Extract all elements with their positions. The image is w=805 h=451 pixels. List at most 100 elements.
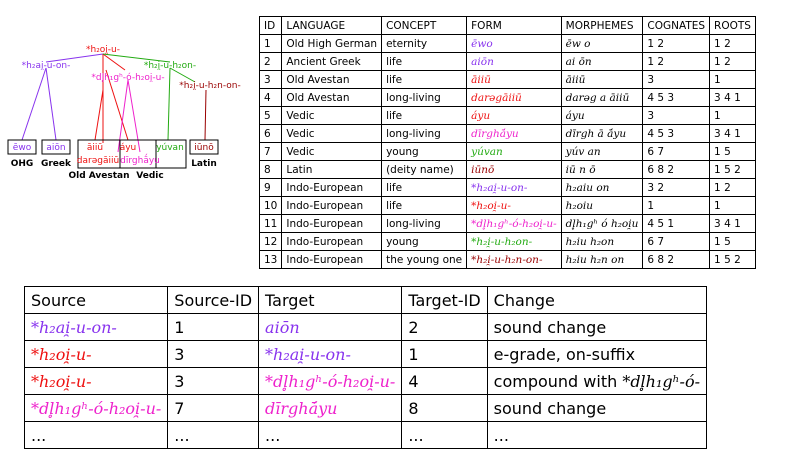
cell-concept: life: [381, 196, 468, 215]
cell-cognates: 4 5 3: [642, 124, 711, 143]
tree-leaf-darega: darəgāiiū: [77, 156, 119, 166]
cell-form: *h₂ai̯-u-on-: [466, 178, 562, 197]
tree-leaf-iuno: iūnō: [194, 143, 214, 153]
cell-morphemes: āiiū: [560, 70, 644, 89]
cell-id: 1: [258, 34, 283, 53]
cell-target-id: 2: [401, 313, 488, 341]
cell-target: *h₂ai̯-u-on-: [258, 340, 403, 368]
cell-source-id: 1: [167, 313, 260, 341]
etymology-tree: *h₂oi̯-u- *h₂ai̯-u-on- *dl̥h₁gʰ-ó-h₂oi̯-u-…: [7, 45, 241, 181]
cell-target-id: 4: [401, 367, 488, 395]
cell-id: 4: [258, 88, 283, 107]
cell-form: áyu: [466, 106, 562, 125]
cell-language: Indo-European: [281, 214, 383, 233]
tree-leaf-yuvan: yúvan: [156, 143, 184, 153]
cell-language: Vedic: [281, 124, 383, 143]
cell-roots: 1: [709, 196, 756, 215]
cell-roots: 3 4 1: [709, 214, 756, 233]
cell-form: iūnō: [466, 160, 562, 179]
tree-leaf-ewo: ēwo: [13, 143, 32, 153]
cell-roots: 1 2: [709, 34, 756, 53]
cell-form: āiiū: [466, 70, 562, 89]
forms-table-header: ID LANGUAGE CONCEPT FORM MORPHEMES COGNATES RO…: [258, 16, 756, 35]
cell-change: e-grade, on-suffix: [486, 340, 708, 368]
cell-morphemes: dl̥h₁gʰ ó h₂oi̯u: [560, 214, 644, 233]
cell-form: ēwo: [466, 34, 562, 53]
cell-morphemes: ēw o: [560, 34, 644, 53]
cell-source: *h₂oi̯-u-: [23, 340, 169, 368]
cell-language: Latin: [281, 160, 383, 179]
table-row: 6 Vedic long-living dīrghā́yu dīrgh ā ā́yu 4 …: [258, 124, 756, 143]
tree-node-root: *h₂oi̯-u-: [86, 45, 120, 55]
table-row: *h₂oi̯-u- 3 *dl̥h₁gʰ-ó-h₂oi̯-u- 4 compound w…: [23, 367, 708, 395]
cell-language: Indo-European: [281, 196, 383, 215]
cell-roots: 1 5 2: [709, 250, 756, 269]
cell-id: 12: [258, 232, 283, 251]
cell-language: Vedic: [281, 142, 383, 161]
cell-form: dīrghā́yu: [466, 124, 562, 143]
table-row: 3 Old Avestan life āiiū āiiū 3 1: [258, 70, 756, 89]
cell-concept: life: [381, 70, 468, 89]
tree-language-label: Old Avestan: [68, 171, 129, 181]
forms-header-cell: LANGUAGE: [281, 16, 383, 35]
cell-id: 9: [258, 178, 283, 197]
cell-cognates: 1 2: [642, 34, 711, 53]
cell-morphemes: áyu: [560, 106, 644, 125]
cell-form: yúvan: [466, 142, 562, 161]
cell-language: Indo-European: [281, 178, 383, 197]
cell-concept: long-living: [381, 88, 468, 107]
cell-morphemes: dīrgh ā ā́yu: [560, 124, 644, 143]
tree-leaf-boxes: [7, 139, 219, 169]
table-row: 5 Vedic life áyu áyu 3 1: [258, 106, 756, 125]
forms-header-cell: ID: [258, 16, 283, 35]
cell-target-id: 8: [401, 394, 488, 422]
cell-form: darəgāiiū: [466, 88, 562, 107]
cell-source: *dl̥h₁gʰ-ó-h₂oi̯-u-: [23, 394, 169, 422]
cell-source: *h₂ai̯-u-on-: [23, 313, 169, 341]
forms-table: ID LANGUAGE CONCEPT FORM MORPHEMES COGNATES RO…: [258, 16, 756, 269]
table-row: *h₂ai̯-u-on- 1 aiōn 2 sound change: [23, 313, 708, 341]
cell-concept: young: [381, 232, 468, 251]
tree-node-dlih: *dl̥h₁gʰ-ó-h₂oi̯-u-: [91, 72, 164, 83]
forms-header-cell: FORM: [466, 16, 562, 35]
cell-language: Vedic: [281, 106, 383, 125]
cell-cognates: 6 7: [642, 142, 711, 161]
cell-morphemes: yúv an: [560, 142, 644, 161]
cell-id: 7: [258, 142, 283, 161]
cell-morphemes: h₂aiu on: [560, 178, 644, 197]
changes-table-header: Source Source-ID Target Target-ID Change: [23, 286, 708, 314]
table-row: 12 Indo-European young *h₂i̯-u-h₂on-h₂iu h₂…: [258, 232, 756, 251]
cell-id: 8: [258, 160, 283, 179]
cell-target: *dl̥h₁gʰ-ó-h₂oi̯-u-: [258, 367, 403, 395]
cell-roots: 1 5: [709, 142, 756, 161]
changes-header-cell: Source-ID: [167, 286, 260, 314]
table-row: 13 Indo-European the young one *h₂i̯-u-h₂n-…: [258, 250, 756, 269]
cell-form: *h₂i̯-u-h₂on-: [466, 232, 562, 251]
cell-roots: 1 5 2: [709, 160, 756, 179]
table-row: 11 Indo-European long-living *dl̥h₁gʰ-ó-h₂o…: [258, 214, 756, 233]
cell-morphemes: iū n ō: [560, 160, 644, 179]
cell-change: compound with *dl̥h₁gʰ-ó-: [486, 367, 708, 395]
cell-cognates: 4 5 3: [642, 88, 711, 107]
table-row: *dl̥h₁gʰ-ó-h₂oi̯-u- 7 dīrghā́yu 8 sound chan…: [23, 394, 708, 422]
cell-id: 6: [258, 124, 283, 143]
cell-language: Indo-European: [281, 232, 383, 251]
table-row: *h₂oi̯-u- 3 *h₂ai̯-u-on- 1 e-grade, on-suffi…: [23, 340, 708, 368]
cell-roots: 1: [709, 70, 756, 89]
table-row: 4 Old Avestan long-living darəgāiiū darəg a …: [258, 88, 756, 107]
cell-source: *h₂oi̯-u-: [23, 367, 169, 395]
cell-concept: (deity name): [381, 160, 468, 179]
cell-roots: 1 5: [709, 232, 756, 251]
tree-language-label: Greek: [41, 159, 72, 169]
cell-id: 2: [258, 52, 283, 71]
tree-language-label: OHG: [11, 159, 34, 169]
cell-roots: 1 2: [709, 178, 756, 197]
change-form: *dl̥h₁gʰ-ó-: [622, 371, 700, 391]
cell-change: sound change: [486, 394, 708, 422]
cell-cognates: 1: [642, 196, 711, 215]
cell-concept: long-living: [381, 124, 468, 143]
cell-id: 11: [258, 214, 283, 233]
cell-change: sound change: [486, 313, 708, 341]
table-row: ...............: [23, 421, 708, 449]
cell-source: ...: [23, 421, 169, 449]
